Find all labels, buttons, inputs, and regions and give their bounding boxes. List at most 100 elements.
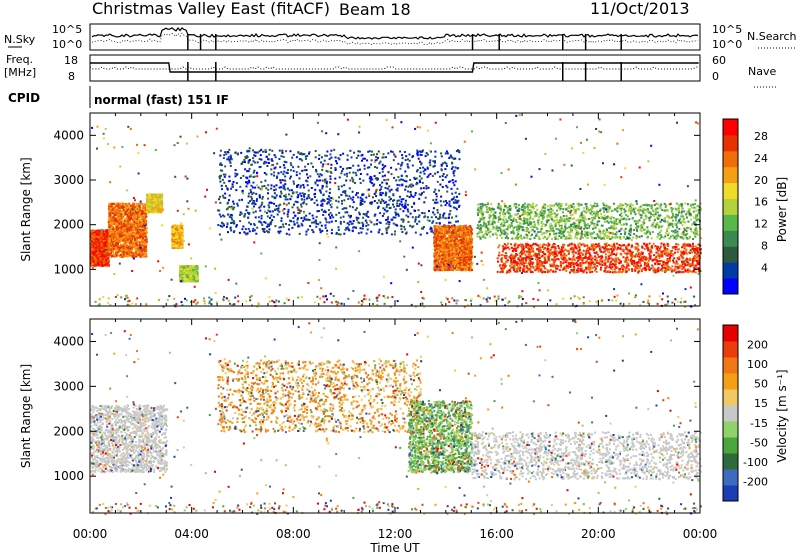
nsky-panel-frame bbox=[89, 23, 701, 51]
power-cell bbox=[100, 264, 103, 267]
power-cell bbox=[92, 252, 95, 255]
power-cell bbox=[130, 240, 133, 243]
power-cell bbox=[90, 250, 93, 253]
power-cell bbox=[99, 240, 102, 243]
power-cell bbox=[112, 248, 115, 251]
power-cell bbox=[105, 232, 107, 235]
power-cell bbox=[100, 235, 103, 237]
power-cell bbox=[134, 219, 137, 222]
power-cell bbox=[114, 212, 117, 214]
power-cell bbox=[108, 229, 111, 232]
power-cell bbox=[146, 194, 149, 196]
power-cell bbox=[100, 254, 103, 257]
power-cell bbox=[90, 231, 93, 234]
power-cell bbox=[122, 221, 125, 224]
power-cell bbox=[114, 220, 117, 223]
power-cell bbox=[143, 255, 146, 258]
freq-tick-low: 8 bbox=[68, 70, 75, 83]
power-cell bbox=[90, 260, 93, 263]
power-cell bbox=[109, 247, 112, 250]
power-cell bbox=[157, 210, 159, 212]
power-cell bbox=[103, 255, 105, 258]
power-cell bbox=[129, 204, 132, 207]
power-cell bbox=[141, 255, 144, 258]
power-cell bbox=[145, 215, 148, 218]
power-cell bbox=[158, 198, 161, 201]
power-cell bbox=[99, 239, 102, 242]
power-cell bbox=[93, 262, 96, 265]
power-cell bbox=[136, 245, 139, 248]
power-cell bbox=[134, 229, 137, 232]
power-cell bbox=[110, 240, 113, 243]
power-cell bbox=[100, 258, 103, 261]
power-cell bbox=[124, 254, 127, 257]
power-cell bbox=[112, 252, 115, 255]
power-cell bbox=[105, 263, 108, 266]
power-cell bbox=[128, 207, 131, 210]
power-cell bbox=[110, 223, 113, 226]
power-cell bbox=[113, 222, 116, 225]
power-cell bbox=[103, 264, 106, 267]
power-cell bbox=[103, 237, 106, 240]
power-cell bbox=[104, 246, 107, 249]
power-cell bbox=[119, 255, 122, 258]
power-cell bbox=[97, 253, 100, 255]
power-cell bbox=[94, 262, 97, 265]
power-cell bbox=[138, 211, 141, 214]
power-cell bbox=[139, 237, 142, 240]
power-cell bbox=[117, 231, 120, 234]
power-cell bbox=[102, 243, 105, 246]
power-cell bbox=[141, 249, 143, 252]
power-cell bbox=[134, 255, 137, 258]
power-cell bbox=[110, 227, 113, 229]
power-cell bbox=[106, 243, 109, 246]
power-cell bbox=[128, 213, 131, 216]
power-cell bbox=[128, 251, 131, 253]
power-cell bbox=[159, 208, 162, 211]
power-cell bbox=[135, 238, 138, 241]
power-cell bbox=[99, 247, 102, 250]
power-cell bbox=[96, 240, 99, 243]
power-cell bbox=[138, 207, 141, 210]
power-cell bbox=[116, 211, 119, 214]
power-cell bbox=[122, 250, 125, 253]
power-cell bbox=[137, 236, 140, 239]
power-cell bbox=[95, 255, 98, 257]
power-cell bbox=[140, 231, 143, 234]
power-cell bbox=[106, 229, 109, 232]
power-cell bbox=[135, 234, 138, 237]
power-cell bbox=[116, 250, 119, 253]
power-cell bbox=[98, 248, 101, 251]
power-cell bbox=[109, 209, 112, 212]
power-cell bbox=[132, 212, 134, 215]
power-cell bbox=[118, 239, 121, 242]
power-cell bbox=[118, 210, 121, 213]
power-cell bbox=[108, 233, 111, 236]
power-cell bbox=[152, 204, 155, 207]
power-cell bbox=[101, 231, 104, 234]
power-cell bbox=[98, 232, 101, 235]
power-cell bbox=[138, 218, 141, 221]
power-cell bbox=[100, 233, 103, 236]
power-cell bbox=[105, 259, 107, 262]
power-cell bbox=[146, 209, 149, 211]
power-cell bbox=[141, 254, 144, 256]
power-cell bbox=[145, 226, 148, 229]
power-cell bbox=[122, 247, 125, 250]
cpid-value: normal (fast) 151 IF bbox=[94, 93, 229, 107]
power-cell bbox=[131, 206, 134, 209]
power-cell bbox=[94, 231, 97, 234]
power-cell bbox=[90, 235, 92, 238]
power-cell bbox=[114, 214, 117, 217]
power-cell bbox=[115, 242, 118, 245]
power-cell bbox=[124, 234, 127, 237]
power-cell bbox=[139, 253, 142, 256]
power-cell bbox=[127, 231, 130, 234]
power-cell bbox=[98, 233, 101, 236]
power-cell bbox=[129, 224, 132, 226]
power-cell bbox=[92, 259, 95, 262]
power-cell bbox=[130, 214, 133, 217]
power-cell bbox=[99, 257, 102, 260]
power-cell bbox=[137, 222, 140, 225]
power-cell bbox=[122, 215, 125, 218]
